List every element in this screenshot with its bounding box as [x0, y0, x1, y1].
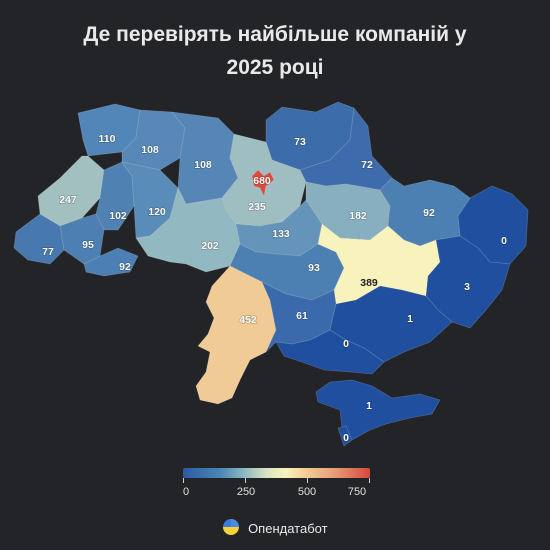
legend-label-500: 500 [297, 486, 317, 498]
legend-tick [183, 478, 184, 483]
legend-tick [307, 478, 308, 483]
label-rivne: 108 [141, 144, 159, 156]
label-luhansk: 0 [501, 235, 507, 247]
label-lviv: 247 [59, 194, 77, 206]
map-title: Де перевірять найбільше компаній у 2025 … [0, 18, 550, 84]
legend-label-0: 0 [182, 486, 190, 498]
label-kyiv-city: 680 [253, 175, 271, 187]
region-zakarpattia[interactable] [13, 213, 65, 265]
label-crimea: 1 [366, 400, 372, 412]
label-zhytomyr: 108 [194, 159, 212, 171]
color-legend: 0 250 500 750 [183, 468, 370, 498]
label-sumy: 72 [361, 159, 373, 171]
map-title-line1: Де перевірять найбільше компаній у [83, 23, 467, 46]
label-khmelnytskyi: 120 [148, 206, 166, 218]
label-sevastopol: 0 [343, 432, 349, 444]
legend-tick [369, 478, 370, 483]
label-zaporizhzhia: 1 [407, 313, 413, 325]
map-title-line2: 2025 році [226, 56, 324, 79]
label-vinnytsia: 202 [201, 240, 219, 252]
label-volyn: 110 [99, 133, 116, 145]
brand-credit: Опендатабот [0, 518, 550, 539]
label-zakarpattia: 77 [42, 246, 54, 258]
label-kyiv-oblast: 235 [248, 201, 266, 213]
legend-label-750: 750 [347, 486, 367, 498]
label-chernivtsi: 92 [119, 261, 131, 273]
label-ternopil: 102 [109, 210, 127, 222]
region-ivano-frankivsk[interactable] [59, 213, 105, 265]
legend-tick [245, 478, 246, 483]
region-crimea[interactable] [315, 379, 441, 441]
label-poltava: 92 [423, 207, 435, 219]
region-kherson[interactable] [275, 329, 385, 375]
legend-ticks [183, 478, 370, 484]
label-kherson: 0 [343, 338, 349, 350]
opendatabot-icon [222, 518, 240, 539]
legend-gradient-bar [183, 468, 370, 478]
label-dnipro: 389 [360, 277, 378, 289]
label-chernihiv: 73 [294, 136, 306, 148]
label-ivano-frankivsk: 95 [82, 239, 94, 251]
region-lviv[interactable] [37, 155, 105, 227]
brand-name: Опендатабот [248, 521, 328, 536]
region-donetsk[interactable] [425, 235, 511, 329]
region-chernivtsi[interactable] [83, 247, 139, 277]
label-kirovohrad: 93 [308, 262, 320, 274]
legend-label-250: 250 [236, 486, 256, 498]
region-sevastopol[interactable] [337, 425, 353, 447]
region-kyiv-city[interactable] [251, 169, 275, 198]
legend-labels: 0 250 500 750 [183, 484, 370, 498]
label-mykolaiv: 61 [296, 310, 308, 322]
label-kharkiv: 182 [349, 210, 367, 222]
label-cherkasy: 133 [272, 228, 290, 240]
label-donetsk: 3 [464, 281, 470, 293]
label-odesa: 452 [239, 314, 257, 326]
